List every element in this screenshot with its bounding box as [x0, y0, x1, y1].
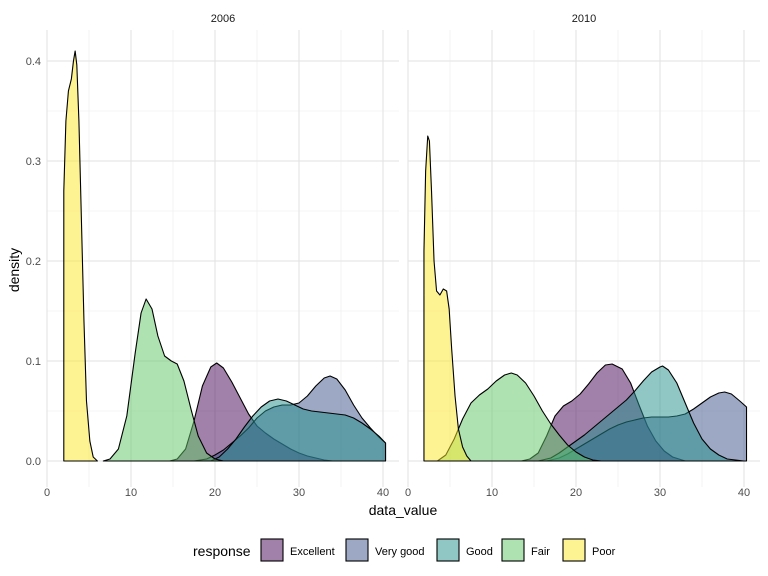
legend-key-excellent: [260, 538, 284, 562]
x-tick-label: 40: [377, 487, 389, 499]
facet-panel-2006: 2006 0 10 20 30 40 0.0 0.1 0.2 0.3 0.4: [26, 13, 399, 499]
x-tick-label: 0: [44, 487, 50, 499]
density-area-good-2010: [537, 365, 745, 462]
legend: response Excellent Very good Good Fair Poor: [193, 538, 616, 562]
x-tick-label: 10: [125, 487, 137, 499]
y-tick-label: 0.3: [26, 156, 41, 168]
facet-panels: 2006 0 10 20 30 40 0.0 0.1 0.2 0.3 0.4 2010 0 10 20 30 4…: [26, 13, 760, 499]
x-tick-label: 20: [209, 487, 221, 499]
facet-label-2010: 2010: [572, 13, 596, 25]
density-area-fair-2006: [102, 298, 224, 462]
x-tick-label: 10: [486, 487, 498, 499]
legend-key-good: [436, 538, 460, 562]
y-tick-label: 0.2: [26, 256, 41, 268]
x-tick-label: 30: [654, 487, 666, 499]
legend-label-fair: Fair: [531, 546, 550, 558]
x-tick-label: 30: [293, 487, 305, 499]
density-area-fair-2010: [436, 372, 602, 462]
y-tick-label: 0.1: [26, 356, 41, 368]
x-tick-label: 0: [405, 487, 411, 499]
density-area-good-2006: [210, 398, 387, 462]
y-axis-title: density: [6, 248, 22, 292]
legend-label-very-good: Very good: [375, 546, 425, 558]
y-tick-label: 0.0: [26, 456, 41, 468]
legend-label-poor: Poor: [592, 546, 616, 558]
legend-key-fair: [501, 538, 525, 562]
density-area-poor-2006: [63, 50, 98, 462]
legend-label-excellent: Excellent: [290, 546, 335, 558]
legend-label-good: Good: [466, 546, 493, 558]
x-tick-label: 20: [570, 487, 582, 499]
legend-key-very-good: [345, 538, 369, 562]
x-axis-title: data_value: [369, 502, 438, 518]
y-tick-label: 0.4: [26, 56, 41, 68]
facet-panel-2010: 2010 0 10 20 30 40: [405, 13, 760, 499]
density-area-poor-2010: [423, 135, 472, 462]
legend-title: response: [193, 543, 251, 559]
x-tick-label: 40: [738, 487, 750, 499]
facet-label-2006: 2006: [211, 13, 235, 25]
legend-key-poor: [562, 538, 586, 562]
